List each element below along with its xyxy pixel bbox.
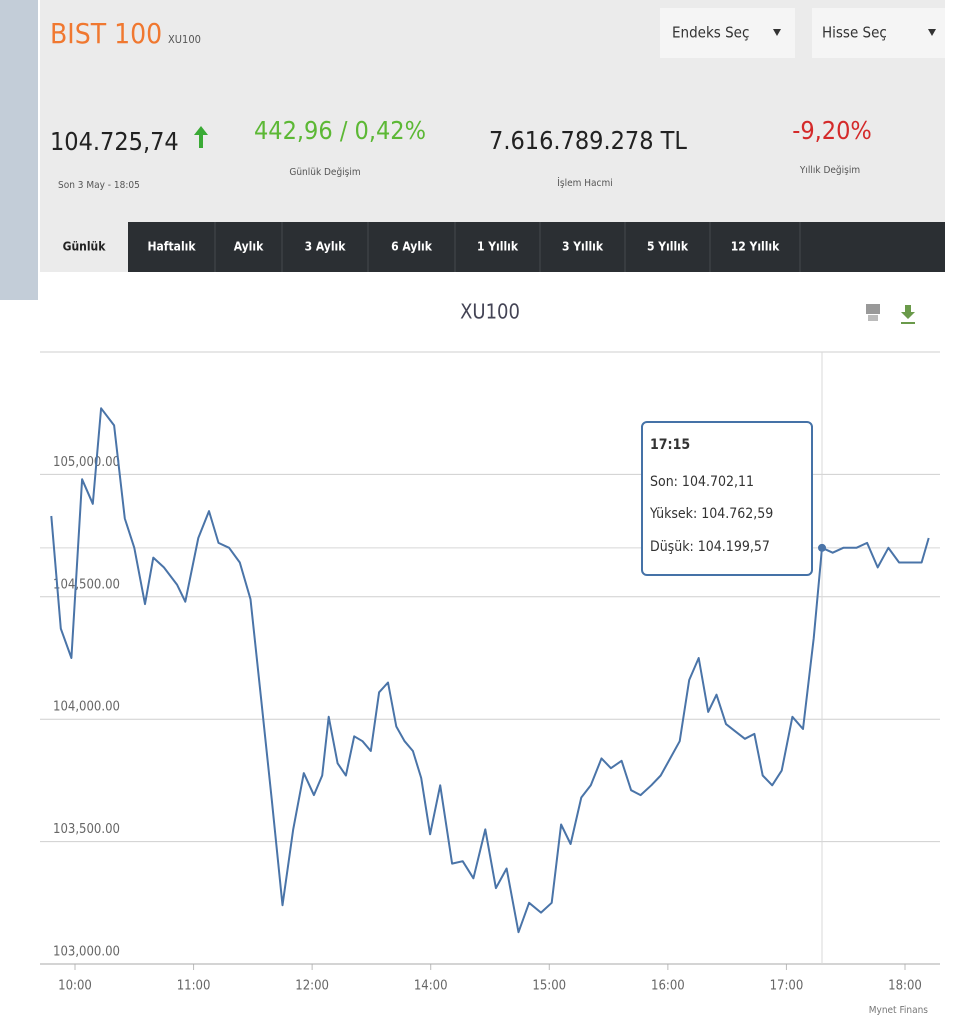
- tab-label[interactable]: Günlük: [63, 240, 107, 254]
- highlight-point: [818, 543, 826, 552]
- stock-select-label[interactable]: Hisse Seç: [822, 24, 887, 42]
- index-code: XU100: [168, 33, 201, 46]
- print-icon[interactable]: [866, 304, 880, 314]
- y-tick-label: 104,500.00: [53, 577, 120, 592]
- x-tick-label: 16:00: [651, 979, 685, 994]
- last-time: Son 3 May - 18:05: [58, 180, 140, 191]
- tooltip-last: Son: 104.702,11: [650, 474, 754, 490]
- y-tick-label: 103,000.00: [53, 945, 120, 960]
- x-tick-label: 17:00: [770, 979, 804, 994]
- index-select-label[interactable]: Endeks Seç: [672, 24, 749, 42]
- tab-label[interactable]: 1 Yıllık: [477, 240, 519, 254]
- index-select[interactable]: [660, 8, 795, 58]
- last-price: 104.725,74: [50, 127, 179, 156]
- y-tick-label: 103,500.00: [53, 822, 120, 837]
- x-tick-label: 18:00: [888, 979, 922, 994]
- daily-change: 442,96 / 0,42%: [254, 116, 426, 145]
- tooltip-high: Yüksek: 104.762,59: [649, 506, 773, 522]
- tab-label[interactable]: Haftalık: [147, 240, 196, 254]
- dropdown-arrow: [773, 29, 781, 36]
- dropdown-arrow: [928, 29, 936, 36]
- volume-label: İşlem Hacmi: [557, 176, 613, 189]
- tab-label[interactable]: 5 Yıllık: [647, 240, 689, 254]
- tab-bar: [40, 222, 945, 272]
- tab-label[interactable]: 6 Aylık: [391, 240, 433, 254]
- x-tick-label: 14:00: [414, 979, 448, 994]
- x-tick-label: 15:00: [532, 979, 566, 994]
- tooltip-time: 17:15: [650, 437, 690, 453]
- tab-label[interactable]: 12 Yıllık: [731, 240, 780, 254]
- tab-label[interactable]: 3 Aylık: [305, 240, 347, 254]
- index-title: BIST 100: [50, 17, 162, 50]
- daily-change-label: Günlük Değişim: [289, 166, 360, 178]
- credit: Mynet Finans: [869, 1005, 929, 1016]
- yearly-change-label: Yıllık Değişim: [799, 164, 860, 176]
- x-tick-label: 10:00: [58, 979, 92, 994]
- tab-label[interactable]: 3 Yıllık: [562, 240, 604, 254]
- y-tick-label: 105,000.00: [53, 455, 120, 470]
- tooltip-low: Düşük: 104.199,57: [650, 539, 770, 555]
- tooltip: [641, 421, 813, 576]
- yearly-change: -9,20%: [792, 116, 872, 145]
- chart-title: XU100: [460, 300, 520, 324]
- price-line: [50, 407, 930, 934]
- side-panel: [0, 0, 38, 300]
- print-icon-paper: [868, 315, 878, 321]
- tab-label[interactable]: Aylık: [234, 240, 264, 254]
- x-tick-label: 11:00: [177, 979, 211, 994]
- stock-select[interactable]: [812, 8, 945, 58]
- x-tick-label: 12:00: [295, 979, 329, 994]
- y-tick-label: 104,000.00: [53, 700, 120, 715]
- volume: 7.616.789.278 TL: [489, 126, 687, 155]
- active-tab[interactable]: [40, 222, 128, 272]
- up-arrow: [194, 126, 208, 148]
- download-icon[interactable]: [901, 305, 915, 324]
